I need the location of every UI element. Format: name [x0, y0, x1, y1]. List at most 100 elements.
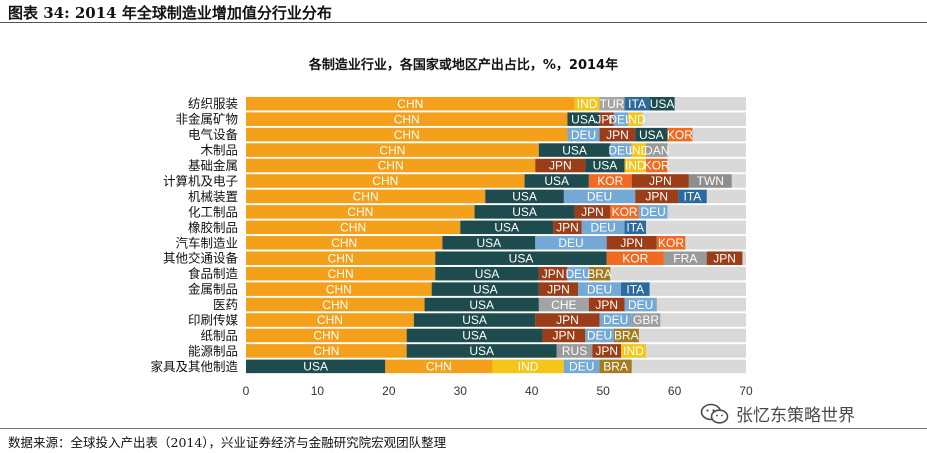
bar-segment: [578, 282, 621, 296]
bar-segment: [435, 251, 607, 265]
bar-segment: [706, 251, 743, 265]
data-label: USA: [512, 190, 537, 204]
data-label: KOR: [612, 205, 638, 219]
bar-segment: [553, 220, 582, 235]
bar-segment: [656, 236, 686, 250]
data-label: IND: [577, 97, 598, 111]
data-label: CHN: [394, 128, 420, 142]
bar-segment: [588, 174, 632, 188]
data-label: ITA: [684, 190, 702, 204]
data-label: CHN: [313, 329, 339, 343]
bar-segment: [646, 158, 668, 173]
bar-segment: [624, 158, 646, 173]
watermark-text: 张忆东策略世界: [736, 406, 855, 426]
category-label: 金属制品: [188, 282, 238, 297]
category-label: 基础金属: [188, 158, 238, 173]
bar-segment: [406, 328, 543, 343]
category-label: 家具及其他制造: [150, 359, 238, 374]
data-label: JPN: [549, 159, 572, 173]
data-label: DEU: [608, 143, 633, 157]
category-label: 电气设备: [188, 127, 239, 142]
bar-segment: [246, 266, 436, 281]
data-label: CHE: [551, 298, 576, 312]
data-label: DAN: [644, 143, 669, 157]
bar-segment: [567, 127, 600, 142]
data-label: DEU: [571, 128, 596, 142]
data-label: USA: [562, 143, 587, 157]
category-label: 纺织服装: [188, 96, 238, 111]
bar-segment: [592, 344, 621, 358]
data-label: JPN: [595, 112, 618, 126]
data-label: USA: [593, 159, 618, 173]
bar-segment: [574, 205, 611, 219]
data-label: KOR: [597, 174, 623, 188]
data-label: JPN: [606, 128, 629, 142]
data-label: JPN: [620, 236, 643, 250]
bar-segment: [442, 236, 536, 250]
header-rule: [0, 22, 927, 23]
bar-segment: [538, 143, 611, 157]
bar-segment: [460, 220, 554, 235]
bar-segment: [246, 205, 475, 219]
bar-segment: [588, 297, 625, 312]
bar-segment: [535, 313, 600, 327]
data-label: JPN: [553, 329, 576, 343]
category-label: 非金属矿物: [175, 112, 238, 127]
category-label: 印刷传媒: [188, 313, 239, 328]
x-tick-label: 0: [243, 384, 250, 398]
bar-segment: [556, 344, 593, 358]
bar-segment: [246, 127, 568, 142]
bar-segment: [406, 344, 557, 358]
data-label: USA: [509, 251, 534, 265]
data-label: JPN: [645, 190, 668, 204]
bar-segment: [646, 143, 668, 157]
bar-segment: [631, 313, 661, 327]
data-label: FRA: [673, 251, 697, 265]
category-label: 汽车制造业: [175, 235, 238, 250]
data-label: JPN: [542, 267, 565, 281]
data-label: USA: [494, 221, 519, 235]
category-label: 其他交通设备: [163, 251, 239, 266]
data-label: USA: [462, 313, 487, 327]
bar-segment: [599, 127, 636, 142]
data-label: IND: [518, 360, 539, 374]
data-label: IND: [625, 112, 646, 126]
data-label: USA: [473, 282, 498, 296]
data-label: CHN: [326, 282, 352, 296]
bar-segment: [424, 297, 539, 312]
bar-segment: [246, 174, 525, 188]
figure-header: 图表 34: 2014 年全球制造业增加值分行业分布: [8, 4, 332, 22]
bar-segment: [649, 96, 675, 111]
bar-segment: [635, 189, 679, 204]
bar-segment: [474, 205, 575, 219]
bar-segment: [613, 112, 629, 126]
data-label: CHN: [372, 174, 398, 188]
category-label: 纸制品: [200, 328, 238, 343]
bar-segment: [246, 344, 407, 358]
data-label: USA: [462, 329, 487, 343]
bar-segment: [485, 189, 564, 204]
category-label: 食品制造: [188, 266, 239, 281]
data-label: JPN: [713, 251, 736, 265]
data-label: BRA: [614, 329, 639, 343]
data-label: CHN: [340, 221, 366, 235]
bar-segment: [535, 236, 607, 250]
bar-segment: [663, 251, 707, 265]
x-tick-label: 30: [454, 384, 468, 398]
category-label: 计算机及电子: [163, 173, 238, 188]
bar-segment: [246, 313, 414, 327]
data-label: KOR: [644, 159, 670, 173]
data-label: BRA: [587, 267, 612, 281]
wechat-icon: [700, 403, 729, 424]
bar-segment: [621, 282, 650, 296]
bar-segment: [585, 158, 625, 173]
bar-segment: [624, 297, 657, 312]
bar-segment: [246, 158, 536, 173]
bar-segment: [535, 158, 586, 173]
chart-title: 各制造业行业，各国家或地区产出占比，%，2014年: [308, 58, 619, 73]
data-label: DEU: [569, 360, 594, 374]
data-label: CHN: [331, 236, 357, 250]
data-label: KOR: [622, 251, 648, 265]
data-label: USA: [571, 112, 596, 126]
bar-segment: [246, 251, 436, 265]
